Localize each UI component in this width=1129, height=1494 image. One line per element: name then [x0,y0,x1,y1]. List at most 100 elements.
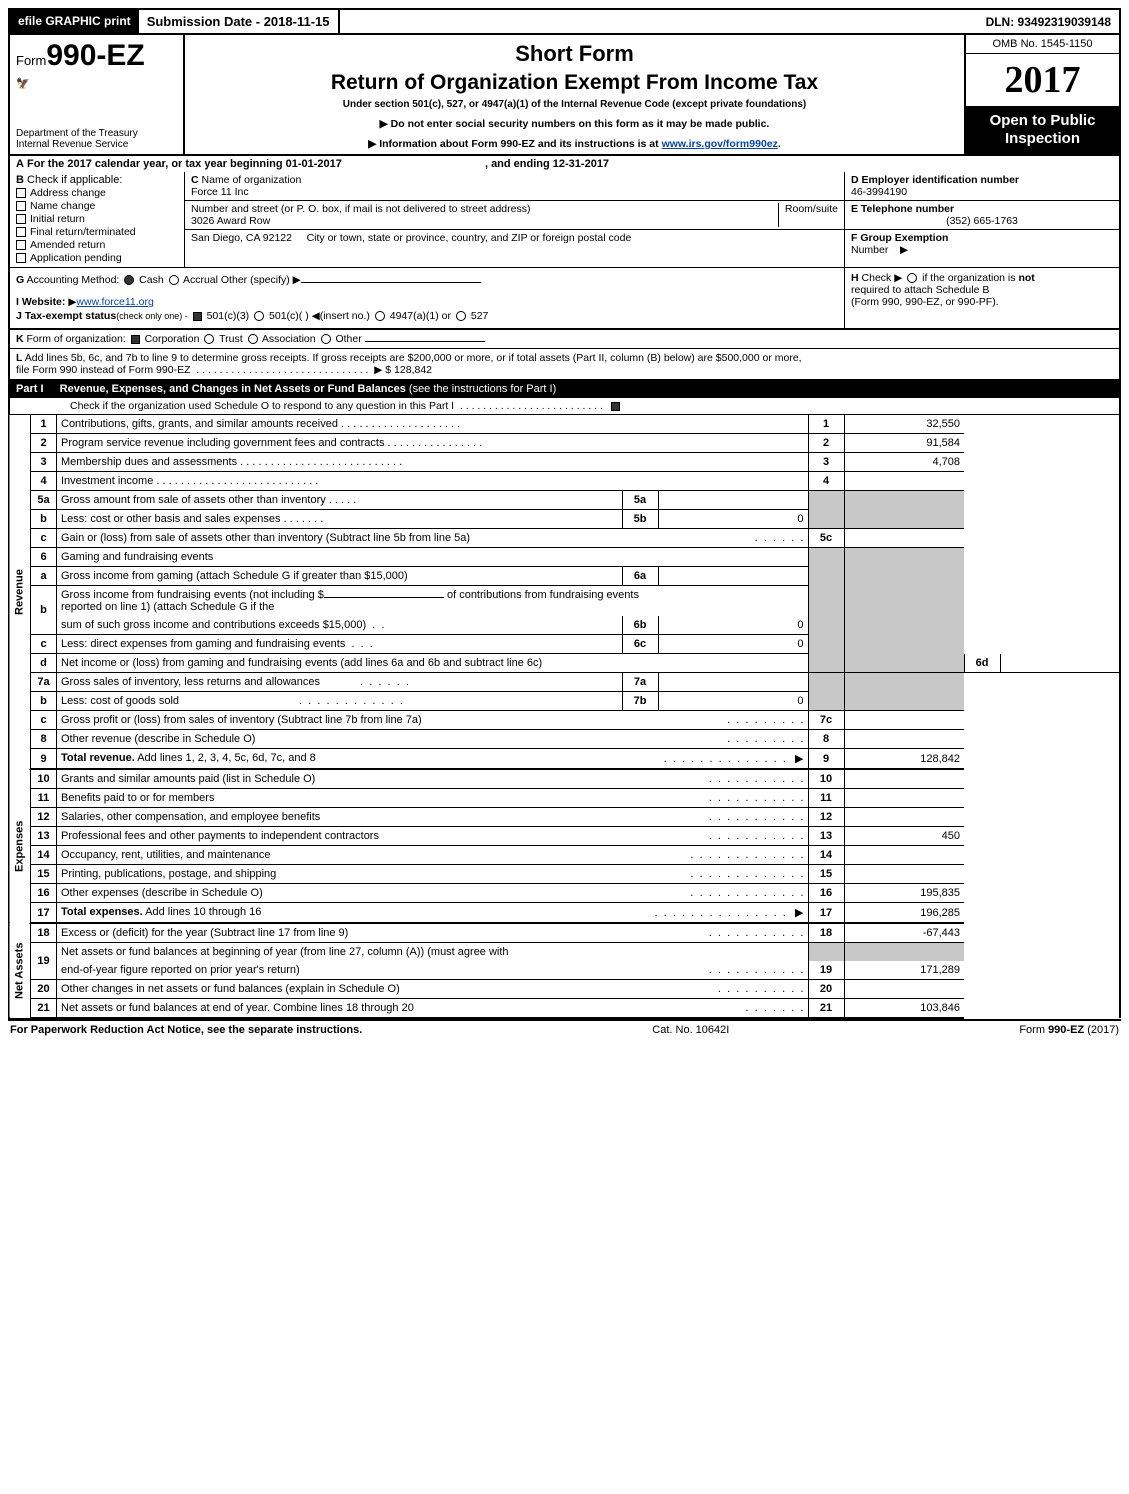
cb-assoc[interactable] [248,334,258,344]
c-street-label: Number and street (or P. O. box, if mail… [191,203,530,215]
l7b-sub: 7b [622,692,658,711]
instr-line-1: Do not enter social security numbers on … [391,118,770,130]
l17-desc: Total expenses. [61,906,143,918]
l5a-sub: 5a [622,491,658,510]
l18-desc: Excess or (deficit) for the year (Subtra… [61,927,348,939]
under-section-text: Under section 501(c), 527, or 4947(a)(1)… [193,99,956,110]
linea-prefix: A [16,158,24,170]
l6a-sub: 6a [622,567,658,586]
cb-527[interactable] [456,311,466,321]
b-item-4: Amended return [30,239,105,251]
cb-501c3[interactable] [193,312,202,321]
l6b-blank[interactable] [324,597,444,598]
b-item-0: Address change [30,187,106,199]
l6b-desc-pre: Gross income from fundraising events (no… [61,589,324,601]
h-text1: Check ▶ [862,272,903,284]
footer-mid: Cat. No. 10642I [652,1024,729,1036]
l7c-desc: Gross profit or (loss) from sales of inv… [61,714,422,726]
h-text4: (Form 990, 990-EZ, or 990-PF). [851,296,999,308]
c-street: 3026 Award Row [191,215,270,227]
l7b-subval: 0 [658,692,808,711]
cb-address-change[interactable] [16,188,26,198]
l5b-sub: 5b [622,510,658,529]
l6a-subval [658,567,808,586]
e-label: E Telephone number [851,203,954,215]
l11-val [844,789,964,808]
b-label: B [16,174,24,186]
omb-number: OMB No. 1545-1150 [966,35,1119,54]
l20-val [844,980,964,999]
cb-name-change[interactable] [16,201,26,211]
l7c-val [844,711,964,730]
k-other-input[interactable] [365,341,485,342]
j-o3: 4947(a)(1) or [390,310,451,322]
k-opt-3: Other [335,333,361,345]
l-amount: ▶ $ 128,842 [374,364,432,376]
l3-val: 4,708 [844,453,964,472]
f-arrow: ▶ [900,244,908,256]
l14-val [844,846,964,865]
c-label: C [191,174,199,186]
l13-desc: Professional fees and other payments to … [61,830,379,842]
cb-4947[interactable] [375,311,385,321]
l7a-desc: Gross sales of inventory, less returns a… [61,676,320,688]
irs-label: Internal Revenue Service [16,139,177,150]
l1-desc: Contributions, gifts, grants, and simila… [61,418,338,430]
l6b-desc3: sum of such gross income and contributio… [61,619,366,631]
f-label2: Number [851,244,888,256]
cb-corp[interactable] [131,335,140,344]
e-value: (352) 665-1763 [946,215,1018,227]
c-room-label: Room/suite [785,203,838,215]
j-paren: (check only one) - [116,311,188,321]
form990ez-link[interactable]: www.irs.gov/form990ez [662,138,778,150]
section-b: B Check if applicable: Address change Na… [10,172,185,267]
h-text3: required to attach Schedule B [851,284,989,296]
l6a-desc: Gross income from gaming (attach Schedul… [61,570,408,582]
l6c-sub: 6c [622,635,658,654]
l21-val: 103,846 [844,999,964,1019]
l5c-desc: Gain or (loss) from sale of assets other… [61,532,470,544]
g-other-input[interactable] [301,282,481,283]
cb-part1-scho[interactable] [611,402,620,411]
l15-val [844,865,964,884]
footer-right-bold: 990-EZ [1048,1024,1084,1036]
l19-val: 171,289 [844,961,964,980]
cb-other-org[interactable] [321,334,331,344]
l14-desc: Occupancy, rent, utilities, and maintena… [61,849,271,861]
l6b-desc2: reported on line 1) (attach Schedule G i… [61,601,274,613]
cb-501c[interactable] [254,311,264,321]
l-text2: file Form 990 instead of Form 990-EZ [16,364,191,376]
l-label: L [16,352,22,364]
cb-amended-return[interactable] [16,240,26,250]
l5a-subval [658,491,808,510]
radio-cash[interactable] [124,275,134,285]
website-link[interactable]: www.force11.org [76,296,153,308]
l6b-subval: 0 [658,616,808,635]
cb-application-pending[interactable] [16,253,26,263]
h-not: not [1018,272,1034,284]
linea-text1: For the 2017 calendar year, or tax year … [27,158,342,170]
l6b-sub: 6b [622,616,658,635]
l20-desc: Other changes in net assets or fund bala… [61,983,400,995]
cb-initial-return[interactable] [16,214,26,224]
l12-desc: Salaries, other compensation, and employ… [61,811,320,823]
j-o4: 527 [471,310,489,322]
cb-h[interactable] [907,273,917,283]
l5b-desc: Less: cost or other basis and sales expe… [61,513,281,525]
k-opt-2: Association [262,333,316,345]
radio-accrual[interactable] [169,275,179,285]
dept-treasury: Department of the Treasury [16,128,177,139]
k-opt-0: Corporation [145,333,200,345]
l5c-val [844,529,964,548]
k-label: K [16,333,24,345]
l9-desc2: Add lines 1, 2, 3, 4, 5c, 6d, 7c, and 8 [135,752,316,764]
c-name-of-org-label: Name of organization [202,174,302,186]
l12-val [844,808,964,827]
cb-final-return[interactable] [16,227,26,237]
l1-val: 32,550 [844,415,964,434]
c-city-label: City or town, state or province, country… [307,232,632,244]
netassets-side-label: Net Assets [9,923,31,1018]
part1-title-paren: (see the instructions for Part I) [409,383,556,395]
cb-trust[interactable] [204,334,214,344]
l8-val [844,730,964,749]
